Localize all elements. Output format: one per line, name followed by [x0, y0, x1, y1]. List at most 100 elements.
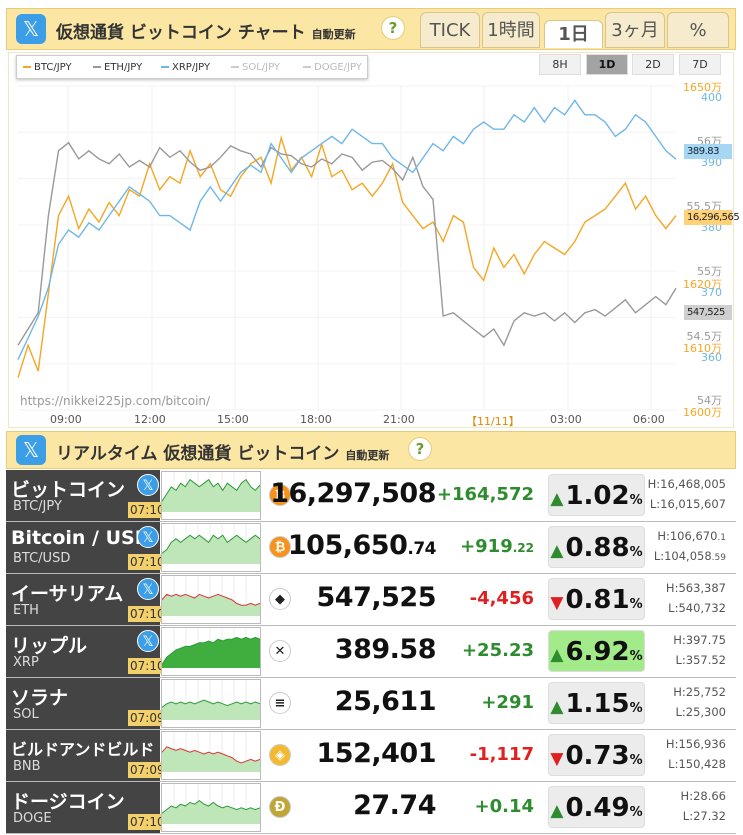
legend-item-4[interactable]: DOGE/JPY: [303, 62, 362, 73]
y-tick-xrp_axis: 360: [701, 351, 722, 364]
x-share-icon[interactable]: 𝕏: [137, 526, 159, 548]
coin-logo-icon: ◆: [269, 588, 291, 610]
coin-row[interactable]: ビットコイン BTC/JPY 𝕏 07:10 ₿ 16,297,508 +164,572 ▲1…: [6, 470, 736, 522]
legend-item-2[interactable]: XRP/JPY: [161, 62, 210, 73]
update-time: 07:10: [128, 814, 167, 830]
x-tick: 03:00: [550, 413, 582, 426]
realtime-title-text: リアルタイム 仮想通貨 ビットコイン: [56, 444, 340, 464]
x-tick: 15:00: [217, 413, 249, 426]
coin-symbol: BTC/JPY: [13, 499, 62, 514]
price-main: 389.58: [334, 634, 437, 665]
high-value: H:397.75: [673, 633, 726, 647]
high-value: H:563,387: [666, 581, 726, 595]
coin-row[interactable]: ビルドアンドビルド BNB 07:09 ◈ 152,401 -1,117 ▼0.73% H:1…: [6, 730, 736, 782]
legend-item-3[interactable]: SOL/JPY: [231, 62, 280, 73]
range-button-3[interactable]: 7D: [679, 54, 721, 75]
coin-name-cell[interactable]: ドージコイン DOGE 07:10: [6, 782, 167, 833]
chart-help-icon[interactable]: ?: [381, 16, 405, 40]
low-main: L:357.52: [675, 653, 726, 667]
coin-name: イーサリアム: [11, 583, 124, 605]
low-value: L:16,015,607: [650, 497, 726, 511]
tab-1[interactable]: 1時間: [482, 12, 540, 48]
tab-2[interactable]: 1日: [544, 20, 603, 48]
update-time: 07:10: [128, 658, 167, 674]
legend-label: BTC/JPY: [34, 62, 72, 73]
range-button-2[interactable]: 2D: [632, 54, 674, 75]
spark-line: [161, 799, 261, 814]
sparkline-chart: [161, 472, 261, 512]
low-value: L:357.52: [675, 653, 726, 667]
coin-row[interactable]: ドージコイン DOGE 07:10 Ð 27.74 +0.14 ▲0.49% H:28.66 L…: [6, 782, 736, 834]
coin-name-cell[interactable]: ビットコイン BTC/JPY 𝕏 07:10: [6, 470, 167, 521]
tab-0[interactable]: TICK: [420, 12, 480, 48]
price-main: 16,297,508: [270, 478, 436, 509]
price-value: 389.58: [334, 634, 437, 665]
low-fraction: .59: [711, 553, 726, 563]
series-line-1: [17, 141, 677, 347]
coin-logo-icon: ✕: [269, 640, 291, 662]
sparkline[interactable]: [161, 627, 261, 676]
coin-row[interactable]: イーサリアム ETH 𝕏 07:10 ◆ 547,525 -4,456 ▼0.81% H:563…: [6, 574, 736, 626]
arrow-up-icon: ▲: [550, 541, 564, 561]
percent-unit: %: [629, 805, 643, 820]
sparkline[interactable]: [161, 731, 261, 780]
sparkline-chart: [161, 576, 261, 616]
legend-item-1[interactable]: ETH/JPY: [93, 62, 142, 73]
sparkline[interactable]: [161, 471, 261, 520]
coin-logo-icon: ◈: [269, 744, 291, 766]
high-fraction: .1: [717, 533, 726, 543]
sparkline[interactable]: [161, 679, 261, 728]
coin-name-cell[interactable]: Bitcoin / USD BTC/USD 𝕏 07:10: [6, 522, 167, 573]
legend-label: SOL/JPY: [242, 62, 281, 73]
range-button-1[interactable]: 1D: [586, 54, 628, 75]
price-change: +919.22: [460, 536, 534, 557]
price-value: 547,525: [317, 582, 437, 613]
coin-name: ビルドアンドビルド: [11, 740, 155, 759]
spark-line: [161, 746, 261, 764]
sparkline[interactable]: [161, 783, 261, 832]
x-tick: 09:00: [50, 413, 82, 426]
arrow-down-icon: ▼: [550, 593, 564, 613]
arrow-up-icon: ▲: [550, 645, 564, 665]
low-main: L:540,732: [668, 601, 726, 615]
chart-title: 仮想通貨 ビットコイン チャート 自動更新: [56, 18, 356, 43]
x-share-icon[interactable]: 𝕏: [16, 14, 46, 44]
tab-3[interactable]: 3ヶ月: [605, 12, 665, 48]
coin-name-cell[interactable]: ソラナ SOL 07:09: [6, 678, 167, 729]
high-main: H:563,387: [665, 581, 726, 595]
x-share-icon[interactable]: 𝕏: [137, 630, 159, 652]
legend-swatch: [231, 66, 239, 68]
percent-change-badge: ▲1.15%: [548, 682, 645, 724]
realtime-help-icon[interactable]: ?: [408, 437, 432, 461]
price-main: 152,401: [316, 738, 437, 769]
sparkline[interactable]: [161, 575, 261, 624]
low-value: L:540,732: [668, 601, 726, 615]
coin-logo-icon: Ð: [269, 796, 291, 818]
y-tick-xrp_axis: 390: [701, 156, 722, 169]
percent-unit: %: [629, 753, 643, 768]
x-tick: 【11/11】: [466, 415, 520, 428]
sparkline[interactable]: [161, 523, 261, 572]
sparkline-chart: [161, 732, 261, 772]
x-tick: 21:00: [383, 413, 415, 426]
price-value: 25,611: [335, 686, 437, 717]
coin-logo-icon: ₿: [269, 536, 291, 558]
coin-name-cell[interactable]: イーサリアム ETH 𝕏 07:10: [6, 574, 167, 625]
x-share-icon[interactable]: 𝕏: [137, 474, 159, 496]
coin-row[interactable]: Bitcoin / USD BTC/USD 𝕏 07:10 ₿ 105,650.74 +91…: [6, 522, 736, 574]
range-button-0[interactable]: 8H: [539, 54, 581, 75]
coin-name: ビットコイン: [11, 479, 126, 501]
low-main: L:104,058: [653, 549, 712, 563]
arrow-up-icon: ▲: [550, 489, 564, 509]
update-time: 07:10: [128, 554, 167, 570]
x-share-icon[interactable]: 𝕏: [137, 578, 159, 600]
tab-4[interactable]: %: [667, 12, 729, 48]
spark-line: [161, 636, 261, 665]
change-main: +25.23: [461, 640, 534, 661]
coin-row[interactable]: リップル XRP 𝕏 07:10 ✕ 389.58 +25.23 ▲6.92% H:397.75…: [6, 626, 736, 678]
coin-row[interactable]: ソラナ SOL 07:09 ≡ 25,611 +291 ▲1.15% H:25,752 L:25…: [6, 678, 736, 730]
coin-name-cell[interactable]: リップル XRP 𝕏 07:10: [6, 626, 167, 677]
coin-name-cell[interactable]: ビルドアンドビルド BNB 07:09: [6, 730, 167, 781]
legend-item-0[interactable]: BTC/JPY: [23, 62, 72, 73]
x-share-icon-2[interactable]: 𝕏: [16, 435, 46, 465]
